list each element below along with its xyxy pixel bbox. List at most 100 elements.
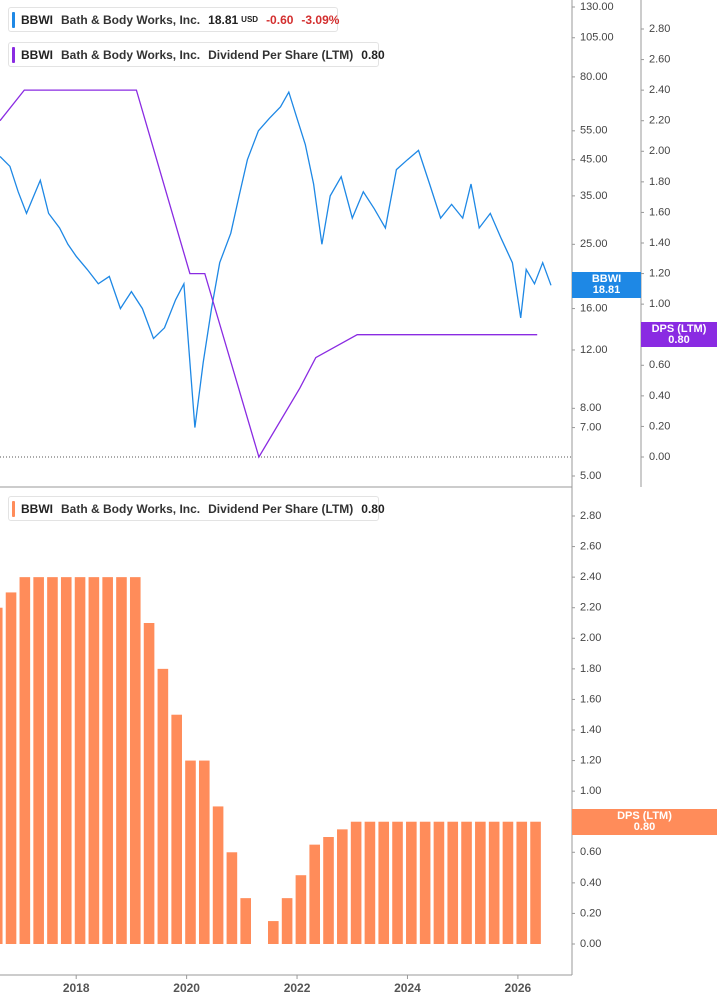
y-tick-label: 2.60 bbox=[649, 53, 670, 65]
y-tick-label: 2.80 bbox=[580, 510, 601, 522]
x-tick-label: 2022 bbox=[284, 981, 311, 995]
legend-company: Bath & Body Works, Inc. bbox=[61, 12, 201, 27]
y-tick-label: 0.00 bbox=[580, 938, 601, 950]
bar bbox=[129, 577, 141, 944]
y-tick-label: 80.00 bbox=[580, 71, 608, 83]
y-tick-label: 2.60 bbox=[580, 540, 601, 552]
y-tick-label: 1.20 bbox=[649, 267, 670, 279]
y-tick-label: 0.40 bbox=[649, 390, 670, 402]
y-tick-label: 35.00 bbox=[580, 190, 608, 202]
x-tick-label: 2024 bbox=[394, 981, 421, 995]
bar bbox=[240, 898, 251, 944]
price-tag: BBWI 18.81 bbox=[572, 272, 641, 299]
y-tick-label: 105.00 bbox=[580, 32, 614, 44]
price-legend: BBWI Bath & Body Works, Inc. 18.81 USD -… bbox=[8, 7, 340, 32]
bar bbox=[323, 837, 334, 944]
y-tick-label: 2.00 bbox=[580, 632, 601, 644]
bar bbox=[226, 852, 238, 944]
tag-name: DPS (LTM) bbox=[651, 322, 707, 335]
legend-company: Bath & Body Works, Inc. bbox=[61, 501, 201, 516]
legend-symbol: BBWI bbox=[21, 12, 53, 27]
x-tick-label: 2020 bbox=[173, 981, 200, 995]
bar bbox=[0, 607, 3, 944]
y-tick-label: 7.00 bbox=[580, 421, 601, 433]
bar bbox=[281, 898, 293, 944]
dps-tag: DPS (LTM) 0.80 bbox=[641, 322, 717, 348]
legend-swatch bbox=[12, 47, 15, 63]
y-tick-label: 1.60 bbox=[649, 206, 670, 218]
bar bbox=[88, 577, 100, 944]
bar bbox=[502, 821, 514, 944]
x-tick-label: 2018 bbox=[63, 981, 90, 995]
bar bbox=[47, 577, 58, 944]
y-tick-label: 2.40 bbox=[649, 84, 670, 96]
bar bbox=[33, 577, 44, 944]
tag-value: 0.80 bbox=[633, 820, 656, 833]
legend-swatch bbox=[12, 501, 15, 517]
y-tick-label: 130.00 bbox=[580, 1, 614, 13]
y-tick-label: 0.00 bbox=[649, 451, 670, 463]
bar bbox=[364, 821, 376, 944]
x-tick-label: 2026 bbox=[505, 981, 532, 995]
y-tick-label: 1.80 bbox=[649, 176, 670, 188]
legend-currency: USD bbox=[241, 15, 259, 24]
bar bbox=[433, 821, 445, 944]
legend-series: Dividend Per Share (LTM) bbox=[208, 47, 354, 62]
bottom-plot bbox=[0, 577, 541, 944]
y-tick-label: 2.00 bbox=[649, 145, 670, 157]
bar bbox=[461, 821, 472, 944]
y-tick-label: 55.00 bbox=[580, 125, 608, 137]
legend-swatch bbox=[12, 12, 15, 28]
y-tick-label: 25.00 bbox=[580, 238, 608, 250]
top-plot bbox=[0, 89, 572, 459]
y-tick-label: 16.00 bbox=[580, 302, 608, 314]
bar bbox=[419, 821, 431, 944]
bar bbox=[488, 821, 500, 944]
bar bbox=[171, 714, 182, 944]
dps-legend: BBWI Bath & Body Works, Inc. Dividend Pe… bbox=[8, 42, 385, 67]
bar bbox=[392, 821, 403, 944]
legend-value: 0.80 bbox=[361, 47, 385, 62]
legend-change: -0.60 bbox=[266, 12, 294, 27]
bar bbox=[116, 577, 127, 944]
y-tick-label: 0.60 bbox=[580, 846, 601, 858]
tag-value: 18.81 bbox=[592, 284, 621, 297]
y-tick-label: 1.40 bbox=[580, 724, 601, 736]
bar-tag: DPS (LTM) 0.80 bbox=[572, 808, 717, 835]
y-tick-label: 2.40 bbox=[580, 571, 601, 583]
bar bbox=[406, 821, 417, 944]
y-tick-label: 1.00 bbox=[649, 298, 670, 310]
legend-value: 0.80 bbox=[361, 501, 385, 516]
bar bbox=[378, 821, 390, 944]
y-tick-label: 0.60 bbox=[649, 359, 670, 371]
tag-name: DPS (LTM) bbox=[617, 809, 672, 822]
legend-symbol: BBWI bbox=[21, 501, 53, 516]
y-tick-label: 2.80 bbox=[649, 23, 670, 35]
bar bbox=[19, 577, 31, 944]
y-tick-label: 1.80 bbox=[580, 663, 601, 675]
y-tick-label: 45.00 bbox=[580, 154, 608, 166]
bar bbox=[447, 821, 459, 944]
bar bbox=[102, 577, 113, 944]
legend-change-pct: -3.09% bbox=[301, 12, 340, 27]
bar bbox=[74, 577, 86, 944]
y-tick-label: 2.20 bbox=[580, 602, 601, 614]
bar bbox=[516, 821, 528, 944]
bar bbox=[350, 821, 362, 944]
legend-price: 18.81 bbox=[208, 12, 239, 27]
tag-value: 0.80 bbox=[668, 333, 690, 346]
bar bbox=[212, 806, 224, 944]
bar-legend: BBWI Bath & Body Works, Inc. Dividend Pe… bbox=[8, 496, 385, 521]
tag-symbol: BBWI bbox=[591, 273, 622, 286]
bar bbox=[295, 875, 307, 944]
y-tick-label: 1.00 bbox=[580, 785, 601, 797]
y-tick-label: 1.60 bbox=[580, 693, 601, 705]
y-tick-label: 0.20 bbox=[649, 420, 670, 432]
y-tick-label: 12.00 bbox=[580, 344, 608, 356]
bar bbox=[309, 844, 321, 944]
bar bbox=[337, 829, 348, 944]
bar bbox=[185, 760, 196, 944]
bar bbox=[60, 577, 72, 944]
